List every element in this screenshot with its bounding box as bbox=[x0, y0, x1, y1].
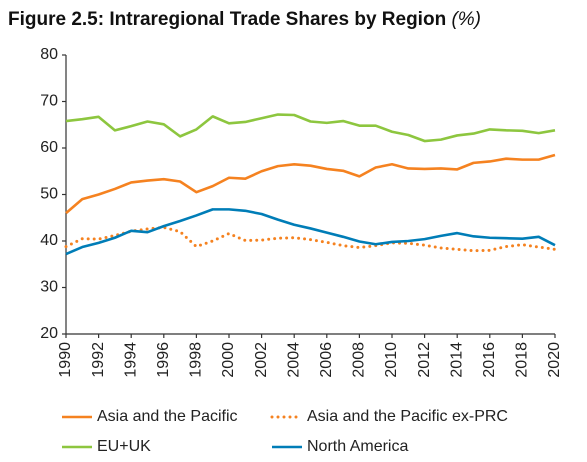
x-tick-label: 2010 bbox=[383, 342, 400, 378]
x-tick-label: 1992 bbox=[90, 342, 107, 378]
y-tick-label: 80 bbox=[40, 46, 58, 63]
series-line bbox=[65, 113, 556, 143]
x-tick-label: 1990 bbox=[57, 342, 74, 378]
y-tick-label: 70 bbox=[40, 93, 58, 110]
y-tick-label: 40 bbox=[40, 232, 58, 249]
x-tick-label: 1998 bbox=[188, 342, 205, 378]
x-tick-label: 2008 bbox=[351, 342, 368, 378]
x-tick-label: 1994 bbox=[122, 342, 139, 378]
x-tick-label: 2006 bbox=[318, 342, 335, 378]
x-tick-label: 2004 bbox=[285, 342, 302, 378]
x-tick-label: 2016 bbox=[481, 342, 498, 378]
legend-label: EU+UK bbox=[97, 438, 151, 455]
series-line bbox=[65, 208, 556, 256]
y-tick-label: 20 bbox=[40, 325, 58, 342]
y-tick-label: 30 bbox=[40, 279, 58, 296]
chart-title: Figure 2.5: Intraregional Trade Shares b… bbox=[8, 9, 481, 30]
series-line bbox=[64, 226, 557, 253]
y-tick-label: 50 bbox=[40, 186, 58, 203]
x-tick-label: 2020 bbox=[546, 342, 563, 378]
y-tick-label: 60 bbox=[40, 139, 58, 156]
x-tick-label: 2018 bbox=[514, 342, 531, 378]
x-tick-label: 2000 bbox=[220, 342, 237, 378]
legend-label: Asia and the Pacific ex-PRC bbox=[307, 408, 508, 425]
legend-label: North America bbox=[307, 438, 408, 455]
legend-label: Asia and the Pacific bbox=[97, 408, 238, 425]
x-tick-label: 1996 bbox=[155, 342, 172, 378]
title-unit: (%) bbox=[451, 9, 481, 30]
series-line bbox=[65, 153, 556, 215]
x-tick-label: 2002 bbox=[253, 342, 270, 378]
x-tick-label: 2014 bbox=[448, 342, 465, 378]
x-tick-label: 2012 bbox=[416, 342, 433, 378]
title-text: Figure 2.5: Intraregional Trade Shares b… bbox=[8, 9, 446, 30]
